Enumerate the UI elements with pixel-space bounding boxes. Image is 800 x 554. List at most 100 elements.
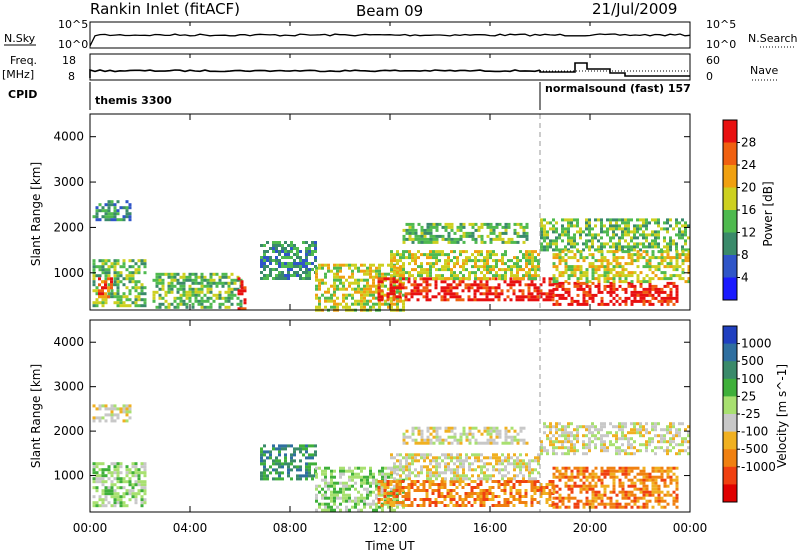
range-cell [621, 431, 624, 435]
range-cell [591, 478, 595, 482]
range-cell [582, 230, 585, 234]
range-cell [621, 481, 625, 485]
range-cell [443, 498, 447, 501]
range-cell [525, 468, 528, 472]
range-cell [459, 459, 462, 463]
range-cell [474, 250, 477, 254]
range-cell [651, 230, 654, 234]
range-cell [633, 422, 636, 426]
range-cell [381, 484, 384, 488]
range-cell [606, 259, 610, 263]
range-cell [477, 465, 480, 469]
range-cell [161, 302, 165, 306]
range-cell [549, 428, 552, 432]
range-cell [311, 268, 314, 271]
range-cell [137, 471, 141, 475]
range-cell [348, 484, 351, 488]
range-cell [636, 245, 639, 249]
range-cell [539, 495, 543, 498]
range-cell [506, 504, 510, 507]
range-cell [525, 262, 528, 266]
range-cell [513, 468, 516, 472]
range-cell [447, 240, 451, 244]
range-cell [489, 237, 493, 241]
range-cell [618, 271, 622, 275]
range-cell [536, 295, 540, 299]
range-cell [324, 281, 327, 285]
range-cell [305, 456, 308, 460]
range-cell [597, 493, 601, 497]
range-cell [104, 283, 107, 287]
range-cell [516, 465, 519, 469]
range-cell [393, 462, 396, 466]
range-cell [609, 290, 613, 294]
range-cell [399, 462, 402, 466]
range-cell [657, 242, 660, 246]
range-cell [582, 505, 586, 509]
range-cell [666, 299, 670, 303]
range-cell [422, 286, 426, 290]
range-cell [621, 218, 624, 222]
range-cell [654, 233, 657, 237]
range-cell [459, 453, 462, 457]
range-cell [639, 434, 642, 438]
range-cell [308, 465, 311, 469]
range-cell [476, 298, 480, 302]
range-cell [224, 305, 228, 309]
range-cell [336, 505, 339, 509]
range-cell [657, 484, 661, 488]
range-cell [615, 293, 619, 297]
range-cell [561, 425, 564, 429]
range-cell [630, 259, 634, 263]
range-cell [489, 256, 492, 260]
range-cell [290, 274, 293, 277]
range-cell [107, 465, 111, 469]
range-cell [684, 256, 688, 260]
range-cell [345, 296, 348, 300]
range-cell [134, 268, 138, 272]
range-cell [539, 289, 543, 293]
range-cell [395, 286, 399, 290]
range-cell [684, 221, 687, 225]
range-cell [642, 302, 646, 306]
range-cell [564, 428, 567, 432]
range-cell [488, 486, 492, 489]
range-cell [558, 469, 562, 473]
range-cell [522, 231, 526, 235]
range-cell [636, 299, 640, 303]
range-cell [275, 456, 278, 460]
range-cell [552, 293, 556, 297]
range-cell [221, 296, 225, 300]
range-cell [468, 432, 472, 436]
range-cell [450, 225, 454, 229]
range-cell [471, 222, 475, 226]
range-cell [533, 486, 537, 489]
range-cell [275, 447, 278, 451]
range-cell [498, 234, 502, 238]
range-cell [606, 271, 610, 275]
range-cell [495, 262, 498, 266]
range-cell [473, 295, 477, 299]
range-cell [113, 301, 117, 305]
range-cell [351, 505, 354, 509]
range-cell [627, 437, 630, 441]
range-cell [480, 271, 483, 275]
range-cell [296, 253, 299, 256]
range-cell [426, 465, 429, 469]
range-cell [651, 449, 654, 453]
range-cell [128, 292, 132, 296]
range-cell [318, 502, 321, 506]
range-cell [327, 484, 330, 488]
range-cell [527, 286, 531, 290]
range-cell [561, 281, 565, 285]
range-cell [624, 230, 627, 234]
range-cell [441, 471, 444, 475]
range-cell [669, 287, 673, 291]
range-cell [675, 487, 679, 491]
range-cell [357, 466, 360, 470]
range-cell [98, 283, 101, 287]
range-cell [116, 286, 120, 290]
range-cell [669, 449, 672, 453]
range-cell [429, 459, 432, 463]
range-cell [182, 278, 186, 282]
